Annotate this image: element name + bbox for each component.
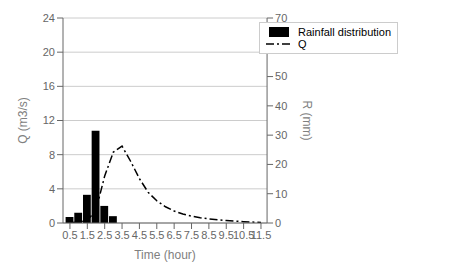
svg-text:11.5: 11.5 (251, 229, 272, 241)
svg-text:3.5: 3.5 (114, 229, 129, 241)
svg-text:0: 0 (49, 217, 55, 229)
svg-text:5.5: 5.5 (149, 229, 164, 241)
svg-text:10: 10 (275, 188, 287, 200)
svg-text:50: 50 (275, 70, 287, 82)
svg-text:6.5: 6.5 (167, 229, 182, 241)
svg-text:4.5: 4.5 (132, 229, 147, 241)
svg-text:70: 70 (275, 12, 287, 24)
svg-text:R (mm): R (mm) (300, 101, 314, 141)
svg-text:10.5: 10.5 (232, 228, 255, 241)
svg-text:8.5: 8.5 (201, 229, 216, 241)
svg-text:7.5: 7.5 (184, 229, 199, 241)
svg-text:20: 20 (43, 46, 55, 58)
svg-text:1.5: 1.5 (80, 229, 95, 241)
svg-text:4: 4 (49, 183, 55, 195)
svg-text:16: 16 (43, 80, 55, 92)
svg-text:0: 0 (275, 217, 281, 229)
svg-text:60: 60 (275, 41, 287, 53)
svg-text:8: 8 (49, 149, 55, 161)
svg-text:30: 30 (275, 129, 287, 141)
svg-text:9.5: 9.5 (219, 229, 234, 241)
svg-text:24: 24 (43, 12, 55, 24)
html-text:Q: Q (298, 38, 307, 50)
html-text:Rainfall distribution: Rainfall distribution (298, 26, 391, 38)
svg-text:0.5: 0.5 (62, 229, 77, 241)
svg-text:20: 20 (275, 158, 287, 170)
svg-text:40: 40 (275, 100, 287, 112)
svg-text:Time (hour): Time (hour) (134, 248, 196, 262)
svg-text:12: 12 (43, 114, 55, 126)
svg-text:Q (m3/s): Q (m3/s) (16, 97, 30, 144)
svg-text:2.5: 2.5 (97, 229, 112, 241)
